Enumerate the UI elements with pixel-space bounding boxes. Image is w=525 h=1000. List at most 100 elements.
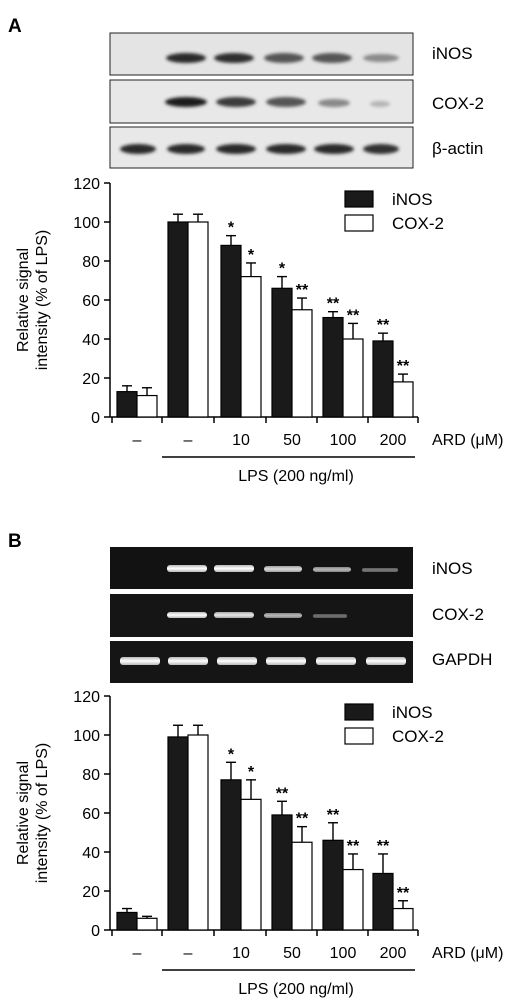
significance-marker: ** bbox=[377, 317, 390, 334]
panel-letter-a: A bbox=[8, 16, 22, 37]
bar-inos bbox=[271, 287, 293, 418]
y-tick-label: 60 bbox=[82, 293, 100, 310]
y-tick-label: 120 bbox=[73, 176, 100, 193]
y-tick-label: 80 bbox=[82, 254, 100, 271]
significance-marker: ** bbox=[327, 296, 340, 313]
legend-swatch bbox=[344, 727, 374, 745]
legend-label: iNOS bbox=[392, 190, 433, 209]
gel-label: COX-2 bbox=[432, 605, 484, 624]
x-category-label: 200 bbox=[380, 432, 407, 449]
y-axis-label-line: intensity (% of LPS) bbox=[34, 743, 51, 884]
gel-label: GAPDH bbox=[432, 650, 492, 669]
blot-strip-cox2 bbox=[109, 79, 414, 124]
significance-marker: ** bbox=[276, 785, 289, 802]
western-blot-a bbox=[109, 32, 414, 169]
y-tick-label: 20 bbox=[82, 884, 100, 901]
x-category-label: – bbox=[133, 432, 142, 449]
bar-cox2 bbox=[342, 868, 364, 931]
significance-marker: ** bbox=[397, 885, 410, 902]
gel-strip-inos bbox=[110, 547, 413, 589]
x-category-label: 50 bbox=[283, 432, 301, 449]
y-tick-label: 100 bbox=[73, 215, 100, 232]
x-category-label: – bbox=[184, 945, 193, 962]
x-category-label: – bbox=[184, 432, 193, 449]
significance-marker: ** bbox=[296, 282, 309, 299]
significance-marker: ** bbox=[347, 838, 360, 855]
y-tick-label: 0 bbox=[91, 923, 100, 940]
bar-cox2 bbox=[291, 841, 313, 931]
bar-chart-a: 0 20 40 60 80 100 120 Relative signal intensity … bbox=[15, 176, 503, 485]
significance-marker: ** bbox=[377, 838, 390, 855]
x-axis-unit-label: ARD (μM) bbox=[432, 432, 503, 449]
significance-marker: * bbox=[279, 261, 286, 278]
bar-cox2 bbox=[240, 798, 262, 931]
y-tick-label: 60 bbox=[82, 806, 100, 823]
x-category-label: 10 bbox=[232, 432, 250, 449]
x-category-label: 50 bbox=[283, 945, 301, 962]
legend-label: iNOS bbox=[392, 703, 433, 722]
bar-cox2 bbox=[187, 221, 209, 418]
x-axis-unit-label: ARD (μM) bbox=[432, 945, 503, 962]
bar-inos bbox=[220, 244, 242, 418]
significance-marker: ** bbox=[347, 307, 360, 324]
bar-cox2 bbox=[291, 309, 313, 418]
y-tick-label: 100 bbox=[73, 728, 100, 745]
legend-swatch bbox=[344, 214, 374, 232]
bar-cox2 bbox=[187, 734, 209, 931]
x-category-label: 100 bbox=[330, 432, 357, 449]
bar-cox2 bbox=[136, 917, 158, 931]
gel-strip-cox2 bbox=[110, 594, 413, 637]
y-axis-label-line: Relative signal bbox=[15, 248, 32, 352]
significance-marker: * bbox=[248, 247, 255, 264]
bar-inos bbox=[167, 221, 189, 418]
bar-inos bbox=[220, 779, 242, 931]
y-tick-label: 120 bbox=[73, 689, 100, 706]
y-tick-label: 80 bbox=[82, 767, 100, 784]
gel-label: iNOS bbox=[432, 44, 473, 63]
x-category-label: 200 bbox=[380, 945, 407, 962]
gel-label: COX-2 bbox=[432, 94, 484, 113]
y-axis-label: Relative signal intensity (% of LPS) bbox=[15, 230, 51, 371]
y-axis-label-line: intensity (% of LPS) bbox=[34, 230, 51, 371]
bar-cox2 bbox=[240, 276, 262, 418]
y-tick-label: 40 bbox=[82, 332, 100, 349]
bar-inos bbox=[322, 316, 344, 418]
y-tick-label: 40 bbox=[82, 845, 100, 862]
pcr-gel-b bbox=[110, 547, 413, 683]
bar-cox2 bbox=[392, 907, 414, 931]
y-axis-label: Relative signal intensity (% of LPS) bbox=[15, 743, 51, 884]
bar-inos bbox=[271, 814, 293, 931]
bar-cox2 bbox=[342, 338, 364, 418]
blot-strip-inos bbox=[109, 32, 414, 76]
legend-swatch bbox=[344, 190, 374, 208]
bar-inos bbox=[372, 872, 394, 931]
bar-inos bbox=[116, 911, 138, 931]
legend-label: COX-2 bbox=[392, 727, 444, 746]
bar-cox2 bbox=[136, 394, 158, 418]
y-tick-label: 20 bbox=[82, 371, 100, 388]
x-category-label: 10 bbox=[232, 945, 250, 962]
significance-marker: ** bbox=[296, 811, 309, 828]
legend-label: COX-2 bbox=[392, 214, 444, 233]
significance-marker: * bbox=[248, 764, 255, 781]
y-tick-label: 0 bbox=[91, 410, 100, 427]
group-label: LPS (200 ng/ml) bbox=[238, 468, 354, 485]
gel-strip-gapdh bbox=[110, 641, 413, 683]
significance-marker: ** bbox=[327, 807, 340, 824]
gel-labels-a: iNOS COX-2 β-actin bbox=[432, 44, 484, 158]
bar-cox2 bbox=[392, 381, 414, 418]
bar-inos bbox=[167, 736, 189, 931]
y-axis-label-line: Relative signal bbox=[15, 761, 32, 865]
bar-inos bbox=[322, 839, 344, 931]
gel-label: iNOS bbox=[432, 559, 473, 578]
bar-chart-b: 0 20 40 60 80 100 120 Relative signal intensity … bbox=[15, 689, 503, 998]
panel-letter-b: B bbox=[8, 531, 22, 552]
group-label: LPS (200 ng/ml) bbox=[238, 981, 354, 998]
legend-swatch bbox=[344, 703, 374, 721]
significance-marker: * bbox=[228, 220, 235, 237]
bar-inos bbox=[372, 340, 394, 418]
x-category-label: 100 bbox=[330, 945, 357, 962]
bar-inos bbox=[116, 391, 138, 418]
significance-marker: ** bbox=[397, 358, 410, 375]
